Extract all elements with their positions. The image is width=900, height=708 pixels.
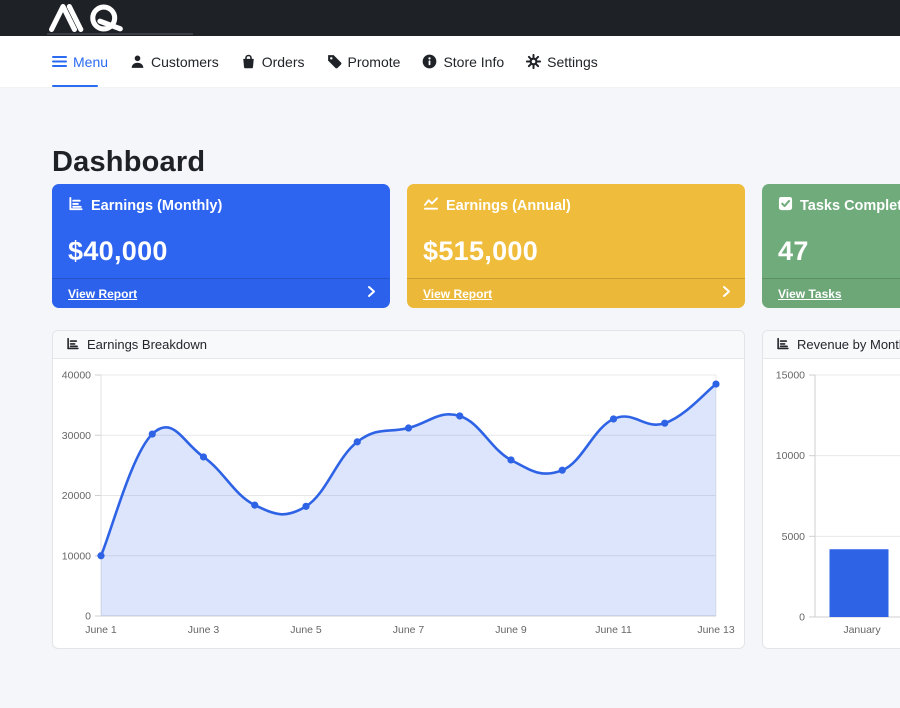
svg-text:June 9: June 9 — [495, 624, 527, 636]
stat-card-value: $40,000 — [68, 236, 168, 266]
stat-card-title: Earnings (Monthly) — [91, 197, 223, 214]
charts-row: Earnings Breakdown 0 10000 20000 30000 40000… — [52, 330, 900, 649]
svg-text:June 13: June 13 — [697, 624, 735, 636]
nav-item-label: Orders — [261, 53, 305, 70]
svg-text:June 1: June 1 — [85, 624, 117, 636]
gear-icon — [526, 54, 542, 69]
stat-card-value: $515,000 — [423, 236, 539, 266]
nav-item-settings[interactable]: Settings — [526, 54, 598, 70]
svg-text:20000: 20000 — [62, 490, 91, 502]
person-icon — [130, 54, 145, 69]
nav-item-label: Settings — [547, 53, 598, 70]
svg-text:10000: 10000 — [62, 550, 91, 562]
tag-icon — [327, 54, 342, 69]
nav-item-promote[interactable]: Promote — [327, 53, 401, 70]
stat-card-value: 47 — [778, 236, 809, 266]
stat-card-title: Earnings (Annual) — [446, 197, 571, 214]
chevron-right-icon — [722, 285, 731, 303]
svg-text:June 11: June 11 — [595, 624, 632, 636]
info-icon — [422, 54, 437, 69]
nav-item-label: Promote — [347, 53, 401, 70]
stat-cards-row: Earnings (Monthly) $40,000 View Report E… — [52, 184, 900, 308]
svg-text:January: January — [843, 624, 881, 636]
chart-title: Revenue by Month — [797, 337, 900, 352]
bag-icon — [241, 54, 256, 69]
svg-text:30000: 30000 — [62, 430, 91, 442]
revenue-by-month-header: Revenue by Month — [763, 331, 900, 359]
check-square-icon — [778, 196, 793, 215]
svg-text:June 7: June 7 — [393, 624, 425, 636]
chart-title: Earnings Breakdown — [87, 337, 207, 352]
view-tasks-link[interactable]: View Tasks — [762, 278, 900, 308]
nav-item-store-info[interactable]: Store Info — [422, 54, 504, 70]
svg-text:5000: 5000 — [782, 531, 806, 543]
svg-text:0: 0 — [85, 611, 91, 623]
chevron-right-icon — [367, 285, 376, 303]
chart-bar-icon — [66, 337, 80, 353]
svg-text:June 5: June 5 — [290, 624, 322, 636]
page-title: Dashboard — [52, 146, 206, 178]
chart-line-icon — [423, 196, 439, 215]
nav-item-label: Store Info — [443, 53, 505, 70]
stat-card-title: Tasks Completed — [800, 197, 900, 214]
earnings-breakdown-header: Earnings Breakdown — [53, 331, 744, 359]
revenue-by-month-chart: 0 5000 10000 15000 January — [776, 370, 900, 636]
earnings-annual-card: Earnings (Annual) $515,000 View Report — [407, 184, 745, 308]
svg-text:40000: 40000 — [62, 370, 91, 382]
topbar — [0, 0, 900, 36]
nav-item-customers[interactable]: Customers — [130, 54, 219, 70]
hamburger-icon — [52, 55, 67, 68]
svg-text:15000: 15000 — [776, 370, 805, 382]
nav-item-label: Menu — [73, 53, 109, 70]
brand-logo[interactable] — [47, 4, 135, 32]
earnings-breakdown-card: Earnings Breakdown 0 10000 20000 30000 40000… — [52, 330, 745, 649]
logo-underline — [47, 33, 193, 35]
nav-item-label: Customers — [151, 53, 219, 70]
chart-bar-icon — [68, 196, 84, 215]
view-report-link[interactable]: View Report — [52, 278, 390, 308]
chart-bar-icon — [776, 337, 790, 353]
svg-text:10000: 10000 — [776, 450, 805, 462]
nav-item-menu[interactable]: Menu — [52, 54, 108, 70]
active-tab-underline — [52, 85, 98, 87]
nav-item-orders[interactable]: Orders — [241, 54, 305, 70]
earnings-monthly-card: Earnings (Monthly) $40,000 View Report — [52, 184, 390, 308]
svg-text:0: 0 — [799, 612, 805, 624]
tasks-completed-card: Tasks Completed 47 View Tasks — [762, 184, 900, 308]
revenue-by-month-card: Revenue by Month 0 5000 10000 15000 January — [762, 330, 900, 649]
view-report-link[interactable]: View Report — [407, 278, 745, 308]
earnings-breakdown-chart: 0 10000 20000 30000 40000 June 1 June 3 June 5 J… — [62, 370, 735, 637]
navbar: Menu Customers Orders Promote Store Info… — [0, 36, 900, 88]
svg-text:June 3: June 3 — [188, 624, 220, 636]
